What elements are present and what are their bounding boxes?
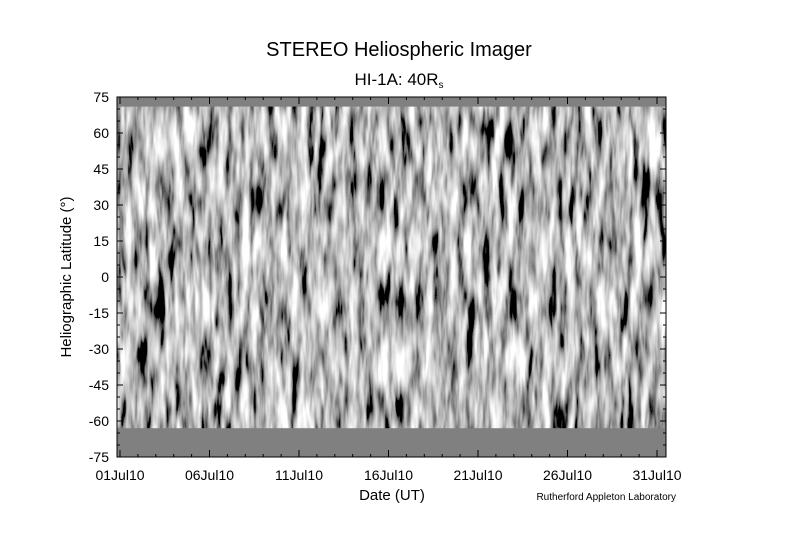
y-tick-label: -75 bbox=[89, 449, 109, 465]
y-tick-label: -60 bbox=[89, 413, 109, 429]
no-data-band-0 bbox=[117, 97, 666, 107]
no-data-band-1 bbox=[117, 428, 666, 457]
credit-label: Rutherford Appleton Laboratory bbox=[536, 492, 676, 503]
y-tick-label: 75 bbox=[93, 89, 109, 105]
x-axis-label: Date (UT) bbox=[359, 487, 425, 504]
x-tick-label: 16Jul10 bbox=[364, 467, 413, 483]
x-tick-label: 06Jul10 bbox=[185, 467, 234, 483]
y-tick-label: 0 bbox=[101, 269, 109, 285]
chart-subtitle: HI-1A: 40Rs bbox=[354, 70, 443, 91]
y-axis-label: Heliographic Latitude (°) bbox=[58, 196, 75, 357]
x-tick-label: 01Jul10 bbox=[95, 467, 144, 483]
subtitle-main: HI-1A: 40R bbox=[354, 70, 438, 89]
y-tick-label: 15 bbox=[93, 233, 109, 249]
x-tick-label: 11Jul10 bbox=[275, 467, 323, 483]
chart-title: STEREO Heliospheric Imager bbox=[266, 39, 532, 61]
y-tick-label: 30 bbox=[93, 197, 109, 213]
y-tick-label: -15 bbox=[89, 305, 109, 321]
x-tick-label: 31Jul10 bbox=[632, 467, 681, 483]
y-tick-label: 45 bbox=[93, 161, 109, 177]
y-tick-label: 60 bbox=[93, 125, 109, 141]
x-axis: 01Jul10 06Jul10 11Jul10 16Jul10 21Jul10 26Jul… bbox=[95, 97, 682, 483]
x-tick-label: 26Jul10 bbox=[543, 467, 592, 483]
y-tick-label: -30 bbox=[89, 341, 109, 357]
y-tick-label: -45 bbox=[89, 377, 109, 393]
subtitle-subscript: s bbox=[439, 80, 444, 91]
intensity-image bbox=[117, 97, 666, 457]
plot-area bbox=[117, 97, 666, 457]
x-tick-label: 21Jul10 bbox=[453, 467, 502, 483]
y-axis: 75 60 45 30 15 0 -15 -30 -45 -60 -75 bbox=[89, 89, 666, 465]
